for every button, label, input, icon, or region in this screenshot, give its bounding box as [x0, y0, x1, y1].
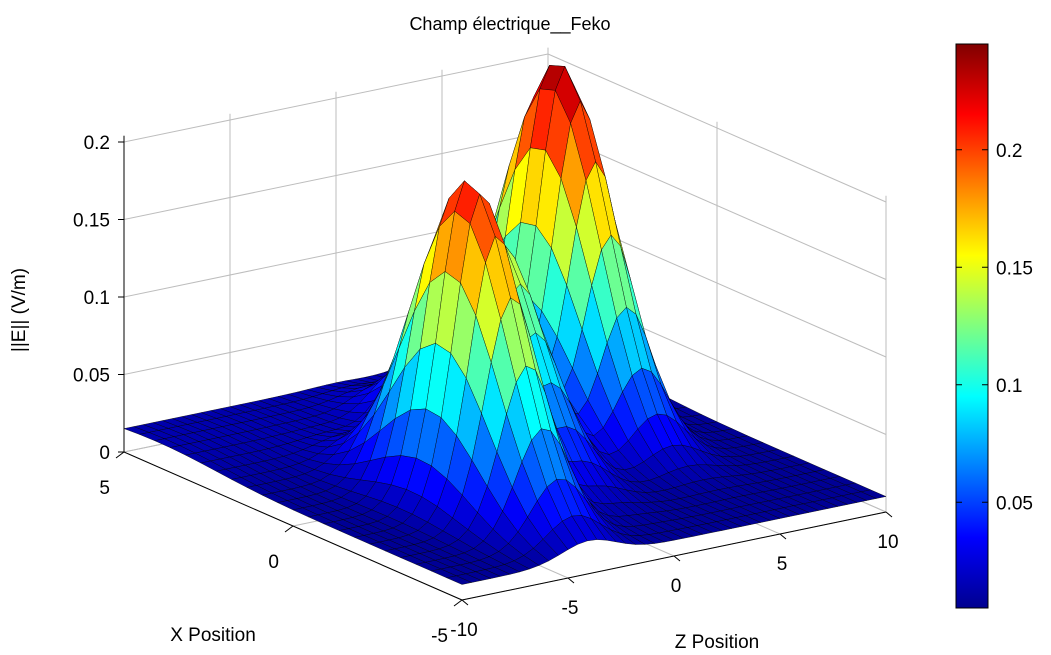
z-tick-label: 0.2	[84, 133, 110, 154]
colorbar-tick-label: 0.1	[996, 376, 1022, 397]
y-tick	[885, 511, 893, 518]
y-tick-label: -5	[562, 598, 579, 619]
surface-patch	[445, 575, 473, 585]
y-tick	[567, 577, 575, 584]
z-tick-label: 0.15	[73, 211, 110, 232]
chart-title: Champ électrique__Feko	[409, 14, 610, 35]
x-tick	[284, 525, 294, 533]
surface-mesh	[123, 64, 887, 585]
x-tick-label: -5	[431, 626, 448, 647]
y-tick	[779, 533, 787, 540]
z-tick-label: 0.05	[73, 366, 110, 387]
x-tick-label: 0	[268, 552, 279, 573]
y-tick-label: 5	[777, 554, 788, 575]
z-tick-label: 0	[99, 443, 110, 464]
x-tick-label: 5	[99, 478, 110, 499]
z-tick-label: 0.1	[84, 288, 110, 309]
x-tick	[453, 599, 463, 607]
y-tick-label: 0	[671, 576, 682, 597]
x-tick	[115, 451, 125, 459]
x-axis-label: X Position	[170, 625, 256, 646]
colorbar-tick-label: 0.05	[996, 493, 1033, 514]
colorbar-ticks: 0.2 0.15 0.1 0.05	[956, 141, 1033, 514]
y-tick-label: 10	[877, 532, 898, 553]
y-tick	[461, 599, 469, 606]
y-tick	[673, 555, 681, 562]
y-tick-label: -10	[450, 620, 477, 641]
z-axis-label: ||E|| (V/m)	[9, 268, 30, 352]
colorbar-tick-label: 0.15	[996, 258, 1033, 279]
colorbar-tick-label: 0.2	[996, 141, 1022, 162]
y-axis-label: Z Position	[675, 632, 759, 653]
colorbar	[955, 43, 989, 609]
